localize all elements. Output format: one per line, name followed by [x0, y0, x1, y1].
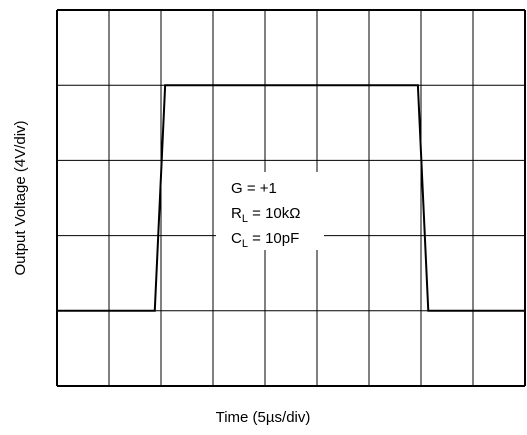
annotation-subscript: L — [242, 238, 248, 250]
waveform — [57, 84, 525, 312]
annotation-background — [216, 172, 324, 250]
x-axis-label: Time (5µs/div) — [216, 409, 311, 426]
annotation-symbol: R — [231, 205, 242, 222]
annotation-gain: G = +1 — [231, 180, 277, 197]
annotation-symbol: C — [231, 230, 242, 247]
annotation-value: = 10pF — [248, 230, 299, 247]
annotation-load-capacitance: CL = 10pF — [231, 230, 299, 250]
y-axis-label: Output Voltage (4V/div) — [12, 120, 29, 275]
annotation-value: = 10kΩ — [248, 205, 301, 222]
annotation-load-resistance: RL = 10kΩ — [231, 205, 300, 225]
annotation-subscript: L — [242, 213, 248, 225]
